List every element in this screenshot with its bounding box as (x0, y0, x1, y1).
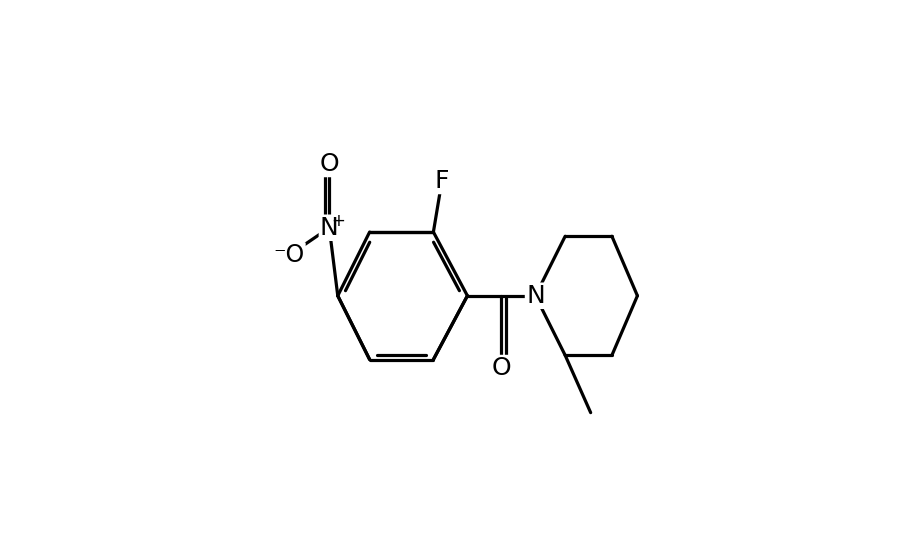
Text: O: O (491, 356, 511, 380)
Text: N: N (320, 216, 338, 240)
Text: +: + (332, 212, 345, 230)
Text: ⁻O: ⁻O (273, 243, 304, 267)
Text: N: N (526, 284, 544, 308)
Text: O: O (319, 152, 339, 176)
Text: F: F (435, 169, 448, 193)
